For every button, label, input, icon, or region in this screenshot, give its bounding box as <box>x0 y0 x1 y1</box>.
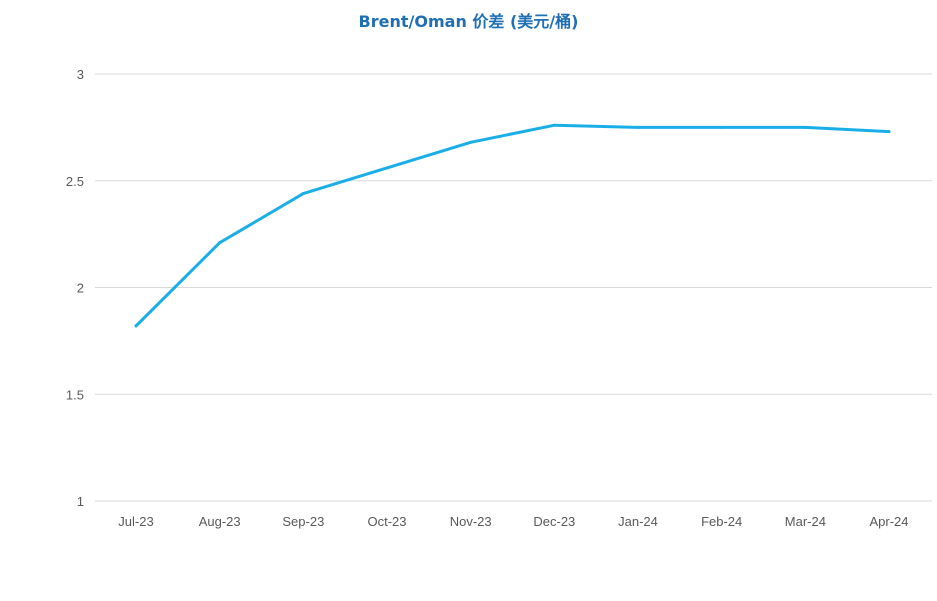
y-tick-label: 2.5 <box>66 174 84 189</box>
x-tick-label: Feb-24 <box>701 514 742 529</box>
y-tick-label: 1 <box>77 494 84 509</box>
y-axis-tick-labels: 1 1.5 2 2.5 3 <box>66 67 84 509</box>
chart-title: Brent/Oman 价差 (美元/桶) <box>358 12 579 31</box>
data-point <box>720 125 724 129</box>
data-point <box>301 192 305 196</box>
data-point <box>636 125 640 129</box>
x-tick-label: Nov-23 <box>450 514 492 529</box>
series-group <box>134 123 891 328</box>
x-tick-label: Jul-23 <box>118 514 153 529</box>
x-tick-label: Apr-24 <box>870 514 909 529</box>
data-point <box>803 125 807 129</box>
data-point <box>218 241 222 245</box>
series-line <box>134 123 891 328</box>
x-tick-label: Mar-24 <box>785 514 826 529</box>
x-tick-label: Jan-24 <box>618 514 658 529</box>
y-tick-label: 1.5 <box>66 387 84 402</box>
x-tick-label: Oct-23 <box>368 514 407 529</box>
x-tick-label: Aug-23 <box>199 514 241 529</box>
x-tick-label: Sep-23 <box>282 514 324 529</box>
gridlines <box>95 73 932 502</box>
y-tick-label: 3 <box>77 67 84 82</box>
x-axis-tick-labels: Jul-23 Aug-23 Sep-23 Oct-23 Nov-23 Dec-23 Jan-… <box>118 514 908 529</box>
data-point <box>134 324 138 328</box>
data-point <box>887 130 891 134</box>
data-point <box>469 140 473 144</box>
y-tick-label: 2 <box>77 281 84 296</box>
x-tick-label: Dec-23 <box>533 514 575 529</box>
data-point <box>385 166 389 170</box>
data-point <box>552 123 556 127</box>
